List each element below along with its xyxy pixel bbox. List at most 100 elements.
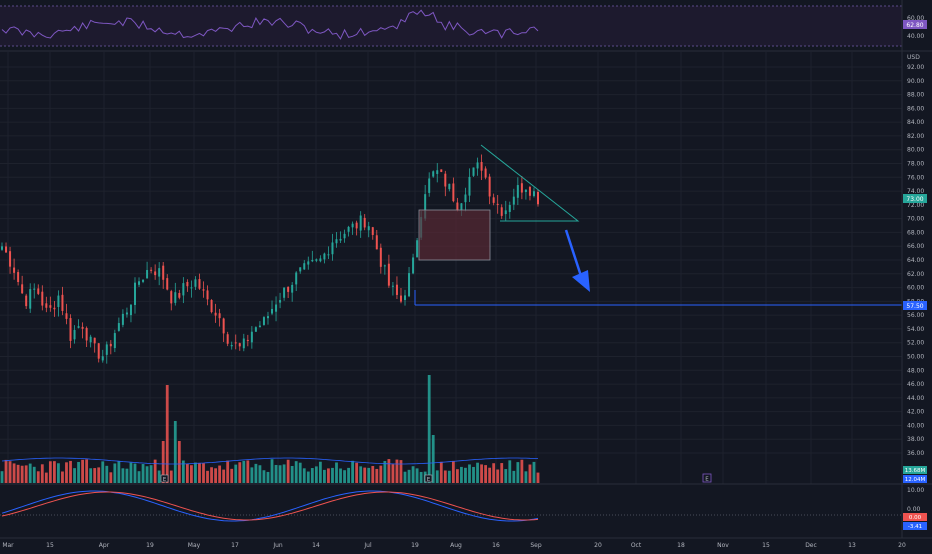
volume-bar-45 [181, 460, 185, 483]
volume-bar-101 [407, 469, 411, 483]
consolidation-box[interactable] [418, 209, 491, 261]
candle-body-47 [190, 287, 193, 289]
volume-bar-18 [73, 468, 76, 483]
volume-bar-113 [455, 469, 459, 483]
volume-bar-65 [262, 470, 266, 483]
candle-body-100 [404, 295, 407, 300]
candle-body-118 [476, 162, 479, 169]
volume-bar-74 [298, 462, 302, 483]
candle-body-58 [234, 342, 237, 344]
candle-body-109 [440, 169, 443, 172]
candle-body-71 [287, 286, 290, 292]
volume-bar-48 [194, 462, 197, 483]
price-tick-26: 40.00 [907, 422, 924, 429]
down-arrow[interactable] [564, 229, 590, 292]
volume-bar-38 [153, 459, 157, 483]
macd-panel[interactable]: 10.00 0.00 -3.41 0.00 [0, 487, 927, 530]
candle-body-18 [73, 329, 76, 340]
time-axis[interactable]: Mar 15 Apr 19 May 17 Jun 14 Jul 19 Aug 16 Sep 20 Oct 18… [2, 542, 906, 549]
volume-bar-63 [254, 463, 258, 483]
time-label-0: Mar [2, 542, 14, 549]
rsi-tick-60: 60.00 [907, 15, 924, 22]
volume-badge-2-bg [903, 475, 927, 483]
price-tick-15: 62.00 [907, 271, 924, 278]
candle-body-76 [307, 261, 310, 265]
candle-body-110 [444, 173, 447, 187]
volume-bar-84 [339, 468, 342, 483]
earnings-marker-2[interactable]: E [424, 474, 433, 483]
volume-bar-78 [314, 466, 318, 483]
price-tick-20: 52.00 [907, 340, 924, 347]
candle-body-120 [484, 168, 487, 178]
candle-body-30 [121, 313, 124, 325]
rsi-panel[interactable]: 62.80 60.00 40.00 [0, 5, 932, 52]
candle-body-133 [537, 191, 539, 205]
volume-bar-44 [177, 441, 181, 483]
candle-body-99 [399, 295, 402, 302]
candle-body-80 [323, 253, 326, 260]
macd-badge-upper: 0.00 [909, 515, 922, 521]
price-tick-2: 88.00 [907, 92, 924, 99]
volume-bar-37 [149, 465, 153, 483]
signal-line [1, 491, 539, 521]
earnings-marker-3[interactable]: E [702, 473, 712, 483]
price-tick-7: 78.00 [907, 161, 924, 168]
volume-bar-7 [28, 463, 32, 483]
time-label-8: Jul [363, 542, 372, 549]
price-tick-18: 56.00 [907, 312, 924, 319]
volume-bar-73 [294, 461, 298, 483]
volume-bar-8 [32, 466, 36, 483]
candle-body-48 [194, 279, 197, 287]
volume-bar-85 [343, 470, 346, 483]
triangle-pattern[interactable] [480, 144, 580, 222]
candle-body-33 [133, 282, 136, 305]
time-label-10: Aug [450, 542, 462, 549]
volume-bar-21 [85, 459, 89, 483]
price-axis[interactable]: USD 92.00 90.00 88.00 86.00 84.00 82.00 80.00 7… [907, 54, 924, 457]
candle-body-3 [13, 267, 16, 273]
time-label-14: Oct [631, 542, 642, 549]
volume-bar-59 [238, 462, 242, 483]
volume-bar-32 [129, 462, 133, 483]
candle-body-54 [218, 313, 221, 319]
candle-body-43 [174, 292, 177, 303]
candle-body-40 [162, 265, 165, 280]
price-tick-28: 36.00 [907, 450, 924, 457]
down-arrow-head [572, 270, 590, 292]
volume-bar-75 [302, 468, 306, 483]
candle-body-63 [254, 327, 257, 332]
time-label-17: 15 [762, 542, 770, 549]
price-tick-24: 44.00 [907, 395, 924, 402]
macd-tick-0: 0.00 [907, 506, 921, 513]
volume-bar-97 [391, 464, 395, 483]
candle-body-83 [335, 239, 338, 244]
candle-body-34 [138, 281, 141, 285]
volume-bar-5 [20, 465, 24, 483]
volume-bar-27 [109, 472, 113, 483]
time-label-3: 19 [146, 542, 154, 549]
candle-body-101 [408, 273, 411, 297]
candle-body-20 [81, 326, 84, 329]
volume-bar-17 [69, 460, 72, 483]
volume-bar-29 [117, 461, 121, 483]
volume-badge-1: 13.68M [905, 468, 926, 474]
volume-bar-0 [0, 471, 4, 483]
candle-body-126 [508, 204, 511, 212]
svg-text:E: E [705, 477, 709, 483]
candle-body-124 [500, 207, 503, 216]
volume-bar-4 [16, 464, 20, 483]
support-badge: 57.50 [906, 303, 923, 310]
time-label-6: Jun [272, 542, 283, 549]
volume-bar-99 [399, 460, 403, 483]
candle-body-90 [363, 217, 366, 228]
time-label-4: May [188, 542, 201, 549]
candle-body-53 [214, 312, 217, 316]
candle-body-28 [113, 333, 116, 349]
price-tick-10: 72.00 [907, 202, 924, 209]
volume-bar-10 [40, 464, 44, 483]
earnings-marker-1[interactable]: E [160, 474, 169, 483]
candle-body-52 [210, 299, 213, 313]
volume-bar-58 [234, 464, 238, 483]
